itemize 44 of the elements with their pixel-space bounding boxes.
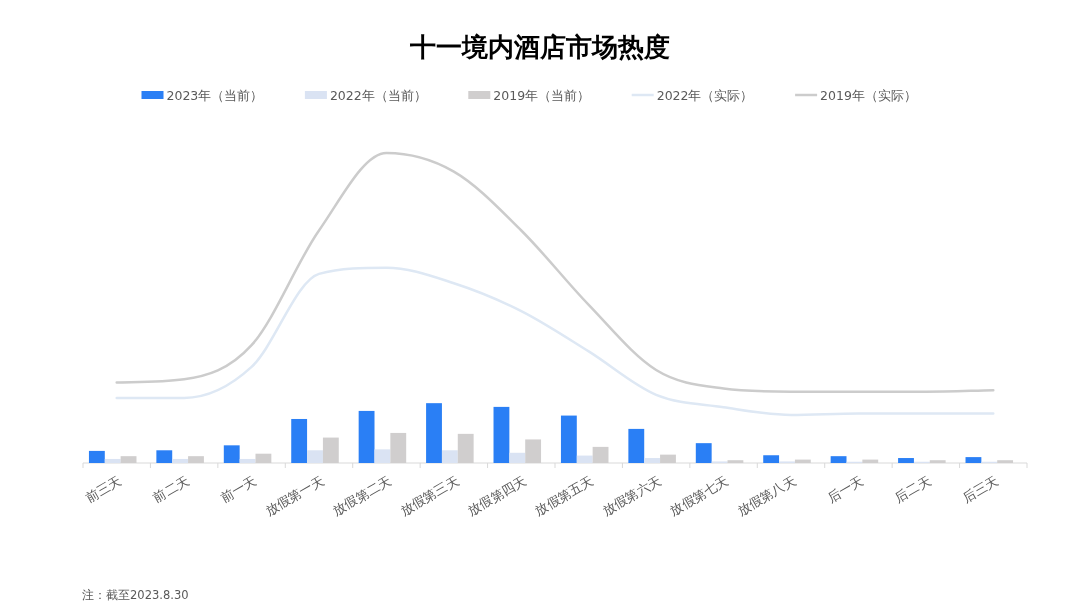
bar [291, 418, 308, 463]
bar [441, 450, 458, 463]
bar [223, 445, 240, 463]
bar [239, 458, 256, 463]
bar [88, 450, 105, 463]
bar [307, 450, 323, 463]
legend-label: 2022年（实际） [656, 88, 754, 103]
bar [695, 443, 712, 463]
x-tick-label: 前三天 [82, 472, 125, 506]
bar [104, 458, 121, 463]
bar [426, 403, 442, 463]
x-tick-label: 放假第七天 [667, 472, 732, 519]
text: 注：截至2023.8.30 [82, 588, 189, 602]
bar [560, 415, 577, 463]
bar [374, 449, 391, 463]
x-tick-label: 放假第五天 [532, 472, 597, 519]
x-tick-label: 放假第六天 [599, 472, 664, 519]
bar [965, 457, 982, 463]
x-tick-label: 放假第二天 [330, 472, 394, 519]
bar [156, 450, 173, 463]
x-tick-label: 前二天 [150, 472, 192, 506]
x-tick-label: 后二天 [892, 472, 934, 506]
x-tick-label: 放假第四天 [464, 472, 529, 519]
bar [644, 458, 661, 463]
x-tick-label: 放假第一天 [262, 472, 327, 519]
bar [509, 452, 526, 463]
bar [358, 410, 375, 463]
bar [628, 428, 645, 463]
x-tick-label: 前一天 [217, 472, 260, 506]
bar [493, 406, 510, 463]
bar [763, 455, 780, 463]
x-tick-label: 后一天 [824, 472, 866, 506]
legend-label: 2019年（当前） [493, 88, 591, 103]
legend-label: 2019年（实际） [820, 88, 917, 103]
legend-label: 2023年（当前） [166, 88, 264, 103]
bar [830, 456, 847, 463]
chart-title: 十一境内酒店市场热度 [409, 32, 670, 62]
bar [898, 458, 914, 463]
bar [576, 455, 593, 463]
x-tick-label: 后三天 [959, 472, 1001, 506]
legend-label: 2022年（当前） [329, 88, 427, 103]
bar [172, 458, 189, 463]
x-tick-label: 放假第三天 [397, 472, 462, 519]
x-tick-label: 放假第八天 [734, 472, 799, 519]
